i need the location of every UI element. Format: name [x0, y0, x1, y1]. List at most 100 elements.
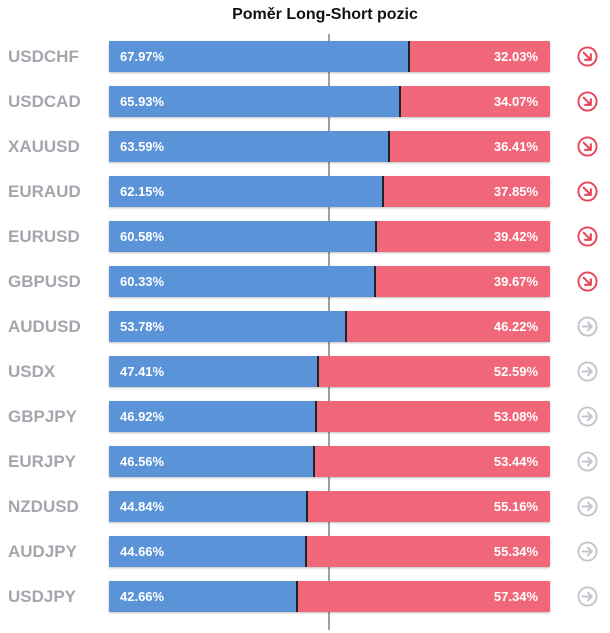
ratio-bar: 63.59% 36.41%: [109, 131, 550, 162]
symbol-label: AUDUSD: [8, 317, 81, 336]
chart-row-usdx: USDX 47.41% 52.59%: [0, 349, 610, 394]
chart-row-usdchf: USDCHF 67.97% 32.03%: [0, 34, 610, 79]
long-bar-segment: [109, 491, 307, 522]
arrow-down-right-icon: [577, 136, 598, 157]
symbol-label: USDJPY: [8, 587, 77, 606]
arrow-right-icon: [577, 406, 598, 427]
split-marker: [296, 581, 298, 612]
long-percent-label: 60.33%: [120, 274, 165, 289]
long-percent-label: 44.66%: [120, 544, 165, 559]
arrow-down-right-icon: [577, 181, 598, 202]
chart-row-gbpusd: GBPUSD 60.33% 39.67%: [0, 259, 610, 304]
split-marker: [382, 176, 384, 207]
long-bar-segment: [109, 221, 376, 252]
short-percent-label: 53.08%: [493, 409, 538, 424]
arrow-right-icon: [577, 496, 598, 517]
short-percent-label: 46.22%: [493, 319, 538, 334]
short-percent-label: 37.85%: [493, 184, 538, 199]
ratio-bar: 44.84% 55.16%: [109, 491, 550, 522]
long-bar-segment: [109, 131, 389, 162]
short-percent-label: 36.41%: [493, 139, 538, 154]
symbol-label: EURUSD: [8, 227, 80, 246]
split-marker: [305, 536, 307, 567]
ratio-bar: 42.66% 57.34%: [109, 581, 550, 612]
chart-row-audjpy: AUDJPY 44.66% 55.34%: [0, 529, 610, 574]
arrow-down-right-icon: [577, 226, 598, 247]
arrow-right-icon: [577, 586, 598, 607]
short-bar-segment: [346, 311, 550, 342]
split-marker: [399, 86, 401, 117]
chart-row-usdjpy: USDJPY 42.66% 57.34%: [0, 574, 610, 619]
long-bar-segment: [109, 311, 346, 342]
ratio-bar: 46.92% 53.08%: [109, 401, 550, 432]
split-marker: [374, 266, 376, 297]
ratio-bar: 60.58% 39.42%: [109, 221, 550, 252]
chart-row-nzdusd: NZDUSD 44.84% 55.16%: [0, 484, 610, 529]
short-bar-segment: [375, 266, 550, 297]
short-percent-label: 39.42%: [493, 229, 538, 244]
short-percent-label: 39.67%: [493, 274, 538, 289]
short-bar-segment: [376, 221, 550, 252]
long-percent-label: 42.66%: [120, 589, 165, 604]
arrow-right-icon: [577, 361, 598, 382]
ratio-bar: 46.56% 53.44%: [109, 446, 550, 477]
arrow-down-right-icon: [577, 91, 598, 112]
symbol-label: USDX: [8, 362, 56, 381]
short-bar-segment: [316, 401, 550, 432]
short-bar-segment: [383, 176, 550, 207]
ratio-bar: 53.78% 46.22%: [109, 311, 550, 342]
short-percent-label: 34.07%: [493, 94, 538, 109]
short-bar-segment: [314, 446, 550, 477]
long-bar-segment: [109, 176, 383, 207]
long-bar-segment: [109, 536, 306, 567]
short-bar-segment: [400, 86, 550, 117]
ratio-bar: 44.66% 55.34%: [109, 536, 550, 567]
split-marker: [306, 491, 308, 522]
chart-row-eurjpy: EURJPY 46.56% 53.44%: [0, 439, 610, 484]
ratio-bar: 67.97% 32.03%: [109, 41, 550, 72]
split-marker: [313, 446, 315, 477]
symbol-label: NZDUSD: [8, 497, 79, 516]
chart-row-gbpjpy: GBPJPY 46.92% 53.08%: [0, 394, 610, 439]
split-marker: [408, 41, 410, 72]
split-marker: [317, 356, 319, 387]
short-bar-segment: [306, 536, 550, 567]
long-percent-label: 47.41%: [120, 364, 165, 379]
arrow-right-icon: [577, 541, 598, 562]
long-percent-label: 63.59%: [120, 139, 165, 154]
symbol-label: EURAUD: [8, 182, 81, 201]
chart-row-audusd: AUDUSD 53.78% 46.22%: [0, 304, 610, 349]
short-bar-segment: [307, 491, 550, 522]
arrow-down-right-icon: [577, 46, 598, 67]
short-bar-segment: [389, 131, 550, 162]
short-bar-segment: [318, 356, 550, 387]
long-bar-segment: [109, 266, 375, 297]
symbol-label: XAUUSD: [8, 137, 80, 156]
long-bar-segment: [109, 581, 297, 612]
symbol-label: GBPJPY: [8, 407, 77, 426]
short-percent-label: 55.16%: [493, 499, 538, 514]
short-bar-segment: [409, 41, 550, 72]
long-bar-segment: [109, 41, 409, 72]
long-percent-label: 65.93%: [120, 94, 165, 109]
long-percent-label: 67.97%: [120, 49, 165, 64]
long-bar-segment: [109, 446, 314, 477]
long-percent-label: 53.78%: [120, 319, 165, 334]
long-bar-segment: [109, 401, 316, 432]
long-short-ratio-chart: USDCHF 67.97% 32.03% USDCAD 65.93% 34.07% XAUU…: [0, 34, 610, 619]
short-percent-label: 55.34%: [493, 544, 538, 559]
symbol-label: USDCAD: [8, 92, 81, 111]
split-marker: [315, 401, 317, 432]
chart-title: Poměr Long-Short pozic: [232, 6, 418, 23]
arrow-right-icon: [577, 316, 598, 337]
arrow-down-right-icon: [577, 271, 598, 292]
split-marker: [375, 221, 377, 252]
split-marker: [388, 131, 390, 162]
split-marker: [345, 311, 347, 342]
arrow-right-icon: [577, 451, 598, 472]
long-bar-segment: [109, 356, 318, 387]
ratio-bar: 65.93% 34.07%: [109, 86, 550, 117]
chart-row-eurusd: EURUSD 60.58% 39.42%: [0, 214, 610, 259]
chart-row-euraud: EURAUD 62.15% 37.85%: [0, 169, 610, 214]
ratio-bar: 60.33% 39.67%: [109, 266, 550, 297]
